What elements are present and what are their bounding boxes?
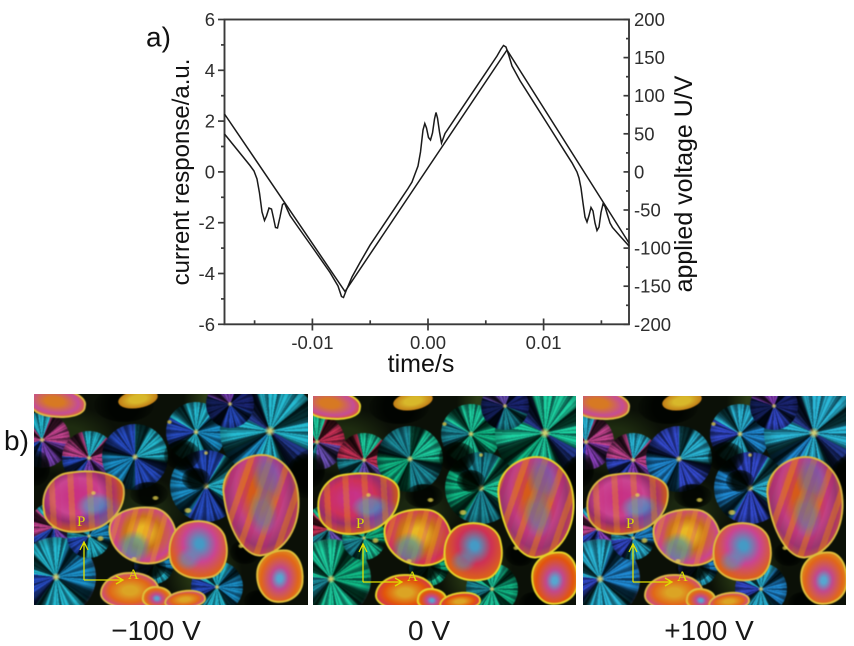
- svg-text:time/s: time/s: [388, 350, 455, 378]
- svg-text:100: 100: [634, 85, 665, 106]
- svg-text:P: P: [356, 516, 364, 532]
- svg-text:-6: -6: [199, 314, 215, 335]
- svg-text:P: P: [77, 514, 85, 530]
- svg-text:-0.01: -0.01: [291, 332, 333, 353]
- svg-text:0.00: 0.00: [410, 332, 446, 353]
- svg-text:P: P: [626, 516, 634, 532]
- svg-text:A: A: [677, 569, 688, 585]
- svg-text:A: A: [128, 567, 139, 583]
- svg-text:6: 6: [205, 9, 215, 30]
- svg-text:applied voltage U/V: applied voltage U/V: [670, 75, 698, 292]
- svg-text:4: 4: [205, 60, 215, 81]
- svg-text:50: 50: [634, 123, 655, 144]
- svg-text:-100: -100: [634, 238, 671, 259]
- svg-text:a): a): [146, 22, 171, 53]
- svg-text:-4: -4: [199, 263, 215, 284]
- svg-text:-200: -200: [634, 314, 671, 335]
- svg-text:0: 0: [634, 161, 644, 182]
- svg-text:0.01: 0.01: [526, 332, 562, 353]
- svg-text:A: A: [407, 569, 418, 585]
- svg-text:-50: -50: [634, 200, 661, 221]
- svg-text:150: 150: [634, 47, 665, 68]
- svg-text:-2: -2: [199, 212, 215, 233]
- svg-text:2: 2: [205, 111, 215, 132]
- svg-text:200: 200: [634, 9, 665, 30]
- svg-text:0: 0: [205, 161, 215, 182]
- svg-text:-150: -150: [634, 276, 671, 297]
- svg-text:current response/a.u.: current response/a.u.: [168, 59, 195, 286]
